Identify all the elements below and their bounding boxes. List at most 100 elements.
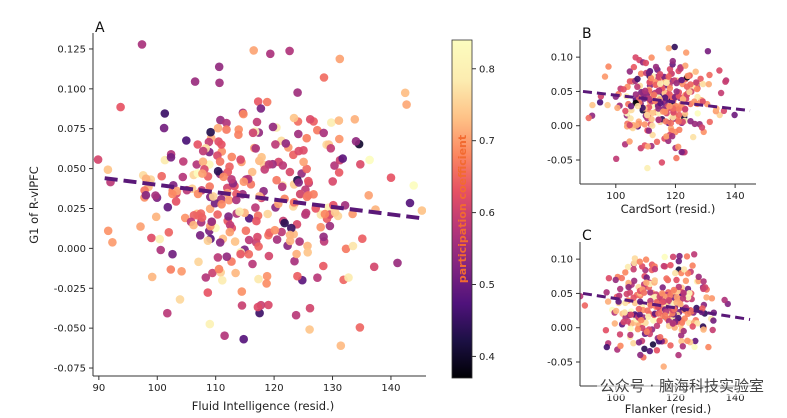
- data-point: [706, 71, 713, 79]
- data-point: [320, 209, 330, 219]
- x-tick-label: 100: [606, 191, 625, 202]
- data-point: [285, 167, 295, 177]
- data-point: [294, 146, 304, 156]
- data-point: [638, 317, 645, 324]
- data-point: [645, 69, 653, 77]
- data-point: [262, 279, 271, 288]
- data-point: [661, 94, 669, 101]
- y-tick-label: 0.000: [57, 244, 86, 255]
- data-point: [201, 273, 211, 282]
- data-point: [669, 133, 676, 140]
- data-point: [356, 160, 365, 169]
- data-point: [171, 197, 181, 206]
- data-point: [673, 79, 680, 87]
- data-point: [348, 241, 358, 251]
- data-point: [622, 107, 629, 115]
- y-tick-label: -0.05: [547, 358, 573, 369]
- data-point: [253, 232, 262, 242]
- data-point: [626, 121, 633, 129]
- data-point: [151, 191, 160, 200]
- data-point: [675, 258, 682, 265]
- data-point: [645, 127, 652, 134]
- data-point: [630, 266, 637, 273]
- data-point: [644, 143, 652, 150]
- data-point: [253, 97, 263, 106]
- data-point: [232, 195, 241, 205]
- data-point: [277, 227, 286, 237]
- data-point: [652, 63, 660, 71]
- y-tick-label: 0.10: [551, 255, 573, 266]
- data-point: [147, 233, 156, 243]
- x-tick-label: 120: [265, 383, 284, 394]
- data-point: [650, 317, 657, 324]
- y-tick-label: 0.00: [551, 121, 573, 132]
- data-point: [660, 262, 667, 270]
- data-point: [655, 116, 662, 124]
- data-point: [369, 262, 379, 272]
- data-point: [266, 49, 275, 59]
- data-point: [205, 204, 215, 214]
- data-point: [643, 279, 650, 286]
- data-point: [189, 220, 198, 230]
- data-point: [637, 351, 644, 359]
- data-point: [330, 161, 339, 170]
- data-point: [669, 114, 677, 121]
- y-tick-label: 0.075: [57, 124, 86, 135]
- data-point: [335, 54, 345, 64]
- data-point: [621, 309, 628, 316]
- data-point: [278, 161, 288, 170]
- y-tick-label: 0.00: [551, 323, 573, 334]
- panel-b-letter: B: [582, 26, 592, 42]
- colorbar-tick-label: 0.5: [479, 280, 495, 291]
- data-point: [344, 273, 353, 282]
- data-point: [634, 75, 641, 83]
- data-point: [302, 164, 312, 174]
- data-point: [656, 71, 664, 78]
- data-point: [630, 63, 638, 71]
- data-point: [260, 165, 270, 174]
- data-point: [163, 202, 173, 212]
- data-point: [155, 234, 164, 244]
- data-point: [679, 96, 687, 103]
- data-point: [699, 80, 707, 88]
- data-point: [217, 200, 226, 209]
- data-point: [417, 206, 426, 215]
- data-point: [675, 118, 682, 125]
- data-point: [224, 195, 234, 205]
- data-point: [667, 120, 675, 127]
- data-point: [669, 57, 676, 65]
- data-point: [646, 347, 653, 355]
- data-point: [336, 341, 346, 351]
- data-point: [213, 210, 222, 219]
- data-point: [626, 138, 633, 145]
- data-point: [655, 105, 662, 112]
- data-point: [213, 123, 223, 133]
- data-point: [716, 67, 723, 74]
- data-point: [682, 106, 689, 113]
- data-point: [198, 146, 208, 156]
- data-point: [205, 319, 215, 329]
- data-point: [309, 190, 318, 199]
- y-tick-label: -0.025: [54, 284, 86, 295]
- data-point: [680, 327, 687, 335]
- data-point: [663, 79, 670, 87]
- data-point: [632, 54, 639, 61]
- data-point: [338, 154, 348, 163]
- data-point: [697, 75, 704, 83]
- data-point: [686, 290, 693, 297]
- data-point: [190, 77, 200, 86]
- data-point: [227, 152, 237, 162]
- data-point: [257, 152, 266, 162]
- data-point: [285, 46, 294, 56]
- data-point: [630, 340, 637, 347]
- data-point: [643, 328, 650, 335]
- data-point: [634, 83, 641, 91]
- data-point: [319, 128, 329, 138]
- data-point: [677, 65, 684, 72]
- data-point: [678, 76, 685, 84]
- data-point: [285, 236, 295, 246]
- data-point: [699, 98, 706, 105]
- data-point: [679, 343, 686, 350]
- data-point: [193, 140, 202, 149]
- data-point: [247, 167, 257, 177]
